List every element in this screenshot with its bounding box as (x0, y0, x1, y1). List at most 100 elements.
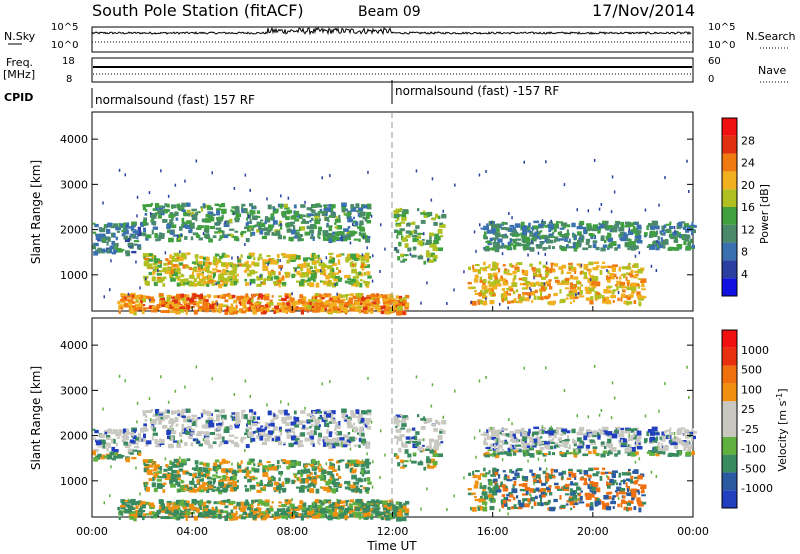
velocity-cell (178, 468, 184, 472)
power-cell (171, 204, 177, 209)
velocity-cell (158, 467, 162, 470)
velocity-cell (225, 472, 229, 476)
power-cell (567, 241, 571, 244)
velocity-cell (173, 463, 179, 468)
velocity-cell (328, 432, 333, 438)
velocity-cell (359, 460, 365, 464)
power-cell (199, 273, 204, 276)
power-cell (335, 216, 338, 221)
velocity-cell (325, 418, 328, 422)
power-cell (386, 297, 391, 300)
velocity-cell (180, 458, 186, 464)
power-cell (605, 235, 611, 240)
power-cell (203, 301, 206, 305)
power-cell (294, 302, 301, 305)
velocity-cell (361, 474, 365, 477)
velocity-cell (132, 449, 138, 452)
velocity-cell (306, 431, 312, 436)
power-cell (252, 217, 258, 221)
velocity-cell (286, 512, 289, 517)
velocity-cell (118, 511, 121, 516)
power-cell (631, 291, 635, 295)
nsearch-tick-bottom: 10^0 (708, 40, 735, 51)
power-cell (432, 254, 438, 259)
power-cell (496, 223, 502, 228)
power-cell (353, 224, 358, 227)
velocity-cell (325, 499, 332, 504)
velocity-cell (234, 413, 240, 417)
power-cell (539, 291, 543, 297)
velocity-cell (295, 461, 301, 466)
velocity-cell (182, 502, 188, 506)
power-cell (297, 307, 302, 310)
velocity-cell (406, 429, 411, 433)
power-cell (102, 237, 105, 243)
power-cell (349, 297, 353, 303)
power-cell (164, 203, 168, 207)
power-cell (498, 268, 501, 273)
velocity-cell (300, 432, 306, 437)
velocity-cell (204, 473, 210, 479)
velocity-cell (173, 458, 179, 463)
velocity-cell (322, 442, 327, 447)
power-cell (212, 268, 218, 271)
power-cell (293, 268, 296, 272)
power-cell (218, 283, 224, 287)
power-cell (188, 229, 193, 234)
velocity-cell (332, 419, 336, 422)
velocity-cell (253, 411, 257, 415)
power-cell (393, 210, 397, 214)
power-cell (624, 242, 631, 247)
power-cell (614, 247, 618, 251)
velocity-cell (265, 484, 271, 487)
velocity-cell (275, 516, 280, 520)
power-cell (608, 265, 612, 268)
velocity-cell (367, 500, 372, 504)
power-cell (403, 254, 409, 257)
power-cell (616, 285, 619, 291)
power-cell (686, 159, 688, 163)
power-cell (358, 271, 362, 276)
power-cell (333, 299, 340, 304)
power-cell (310, 224, 314, 229)
power-cell (104, 225, 108, 229)
power-cell (297, 265, 302, 269)
velocity-cell (249, 510, 253, 513)
velocity-cell (288, 513, 292, 519)
velocity-cell (521, 443, 527, 449)
power-cell (180, 273, 184, 278)
power-cell (216, 269, 222, 273)
power-cell (327, 302, 332, 307)
velocity-cell (172, 440, 179, 443)
cpid-segment-2: normalsound (fast) -157 RF (395, 84, 559, 98)
velocity-cell (539, 429, 545, 433)
velocity-cell (290, 461, 295, 466)
power-cell (249, 203, 254, 207)
power-cell (118, 304, 122, 307)
velocity-cell (188, 435, 193, 440)
velocity-cell (227, 461, 231, 464)
velocity-cell (259, 430, 262, 436)
velocity-cell (396, 436, 403, 442)
power-cell (291, 273, 295, 279)
power-cell (670, 233, 673, 238)
power-cell (184, 179, 186, 183)
power-cell (118, 168, 121, 172)
power-cell (514, 266, 520, 271)
velocity-cell (189, 480, 195, 485)
power-cell (260, 306, 264, 310)
velocity-cell (218, 410, 222, 414)
velocity-cell (267, 430, 273, 435)
power-cell (304, 231, 311, 236)
power-cell (683, 226, 686, 230)
power-cell (307, 213, 313, 217)
power-cell (288, 305, 293, 308)
power-cell (142, 253, 149, 258)
power-cell (554, 279, 560, 283)
velocity-cell (179, 462, 184, 468)
power-cell (160, 211, 164, 214)
power-cell (548, 245, 551, 250)
power-cell (423, 232, 425, 236)
velocity-cell (429, 442, 432, 446)
velocity-cell (380, 511, 386, 516)
